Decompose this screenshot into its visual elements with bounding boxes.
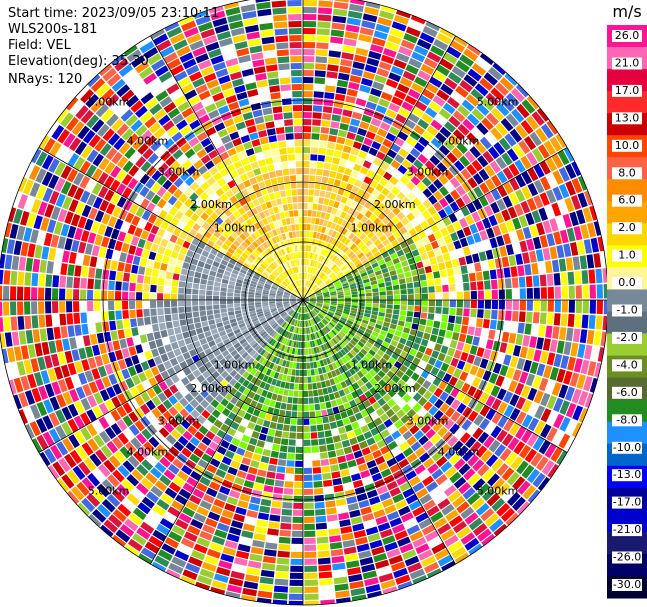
gate-group: [2, 0, 608, 600]
range-label: 3.00km: [158, 166, 200, 179]
range-label: 3.00km: [407, 415, 449, 428]
range-label: 5.00km: [477, 96, 519, 109]
instrument-label: WLS200s-181: [8, 22, 98, 37]
azimuth-line: [38, 147, 304, 301]
azimuth-line: [302, 35, 456, 301]
gate-group: [13, 0, 597, 599]
gate-group: [152, 238, 303, 409]
gate-group: [10, 15, 604, 585]
range-label: 3.00km: [407, 166, 449, 179]
range-label: 1.00km: [214, 358, 256, 371]
range-label: 2.00km: [190, 198, 232, 211]
start-time-label: Start time: 2023/09/05 23:10:11: [8, 6, 220, 21]
gate-group: [10, 8, 589, 600]
range-label: 4.00km: [438, 446, 480, 459]
gate-group: [188, 168, 406, 265]
range-label: 2.00km: [374, 382, 416, 395]
field-label: Field: VEL: [8, 38, 71, 53]
range-label: 2.00km: [374, 198, 416, 211]
gate-group: [146, 140, 461, 300]
azimuth-line: [302, 299, 568, 453]
azimuth-line: [150, 299, 304, 565]
range-label: 4.00km: [438, 134, 480, 147]
azimuth-line: [302, 299, 456, 565]
azimuth-line: [302, 147, 568, 301]
range-label: 5.00km: [88, 485, 130, 498]
elevation-label: Elevation(deg): 35.30: [8, 54, 149, 69]
azimuth-lines: [0, 0, 608, 605]
gate-group: [192, 168, 408, 265]
azimuth-line: [150, 35, 304, 301]
range-label: 1.00km: [351, 222, 393, 235]
gate-group: [157, 245, 303, 425]
nrays-label: NRays: 120: [8, 72, 83, 87]
range-label: 5.00km: [477, 485, 519, 498]
range-label: 1.00km: [351, 358, 393, 371]
gate-group: [3, 0, 581, 599]
gate-group: [213, 237, 463, 455]
gate-group: [216, 252, 461, 460]
range-label: 5.00km: [88, 96, 130, 109]
gate-group: [144, 241, 303, 414]
range-label: 2.00km: [190, 382, 232, 395]
gate-group: [0, 0, 603, 605]
velocity-gates: [0, 0, 608, 605]
azimuth-line: [38, 299, 304, 453]
range-label: 4.00km: [127, 134, 169, 147]
range-label: 4.00km: [127, 446, 169, 459]
range-labels: 1.00km 2.00km 3.00km 4.00km 5.00km 1.00km 2.00…: [88, 96, 519, 498]
range-label: 1.00km: [214, 222, 256, 235]
range-label: 3.00km: [158, 415, 200, 428]
gate-group: [145, 141, 463, 300]
